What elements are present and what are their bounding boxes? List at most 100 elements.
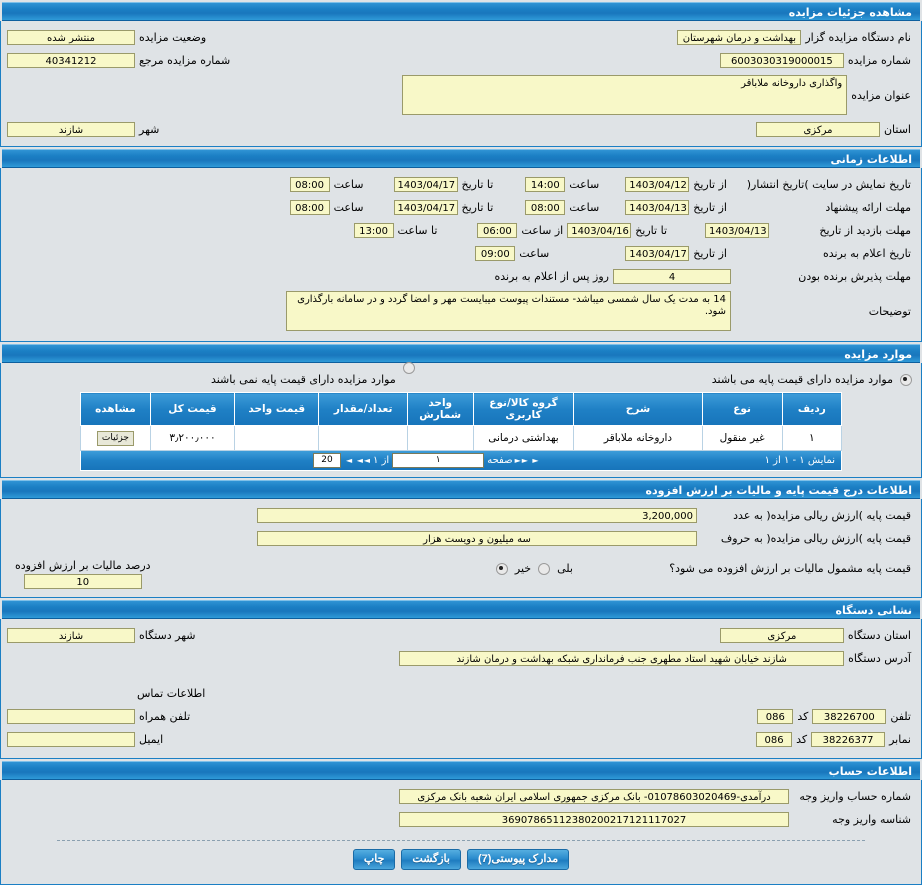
cell-gheymat-kol: ۳٫۲۰۰٫۰۰۰ bbox=[149, 425, 236, 451]
field-visit-from-time[interactable]: 06:00 bbox=[477, 223, 518, 238]
section-timing: اطلاعات زمانی bbox=[0, 147, 922, 168]
pagination-of-label: از ۱ bbox=[373, 455, 390, 466]
field-base-price-number[interactable]: 3,200,000 bbox=[257, 508, 697, 523]
row-province-city: استان مرکزی شهر شازند bbox=[7, 119, 915, 140]
label-publish-to-time: ساعت bbox=[333, 178, 364, 191]
field-email[interactable] bbox=[7, 732, 135, 747]
label-publish: تاریخ نمایش در سایت )تاریخ انتشار( bbox=[746, 178, 911, 191]
radio-vat-yes[interactable] bbox=[538, 562, 551, 575]
field-publish-to-date[interactable]: 1403/04/17 bbox=[393, 177, 458, 192]
label-contact-title: اطلاعات تماس bbox=[137, 687, 206, 700]
label-visit-from-time: از ساعت bbox=[521, 224, 564, 237]
label-phone-code: کد bbox=[797, 710, 809, 723]
field-accept-days[interactable]: 4 bbox=[613, 269, 731, 284]
field-fax[interactable]: 38226377 bbox=[811, 732, 886, 747]
label-org-city: شهر دستگاه bbox=[139, 629, 196, 642]
field-ref-no[interactable]: 40341212 bbox=[7, 53, 135, 68]
field-org-value[interactable]: بهداشت و درمان شهرستان bbox=[677, 30, 802, 45]
first-page-arrows-icon[interactable]: ◄◄ ◄ bbox=[346, 456, 372, 465]
field-phone-code[interactable]: 086 bbox=[757, 709, 794, 724]
section-pricing: اطلاعات درج قیمت پایه و مالیات بر ارزش ا… bbox=[0, 478, 922, 499]
pagination-page-size[interactable]: 20 bbox=[313, 453, 342, 468]
label-auction-no: شماره مزایده bbox=[847, 54, 911, 67]
field-vat-percent[interactable]: 10 bbox=[23, 574, 142, 589]
section-timing-body: تاریخ نمایش در سایت )تاریخ انتشار( از تا… bbox=[0, 168, 922, 342]
label-winner: تاریخ اعلام به برنده bbox=[822, 247, 911, 260]
pagination-page-label: صفحه bbox=[487, 455, 513, 466]
field-org-city[interactable]: شازند bbox=[7, 628, 135, 643]
label-email: ایمیل bbox=[139, 733, 164, 746]
field-mobile[interactable] bbox=[7, 709, 135, 724]
label-winner-from: از تاریخ bbox=[693, 247, 727, 260]
section-account: اطلاعات حساب bbox=[0, 759, 922, 780]
field-base-price-words[interactable]: سه میلیون و دویست هزار bbox=[257, 531, 697, 546]
field-fax-code[interactable]: 086 bbox=[756, 732, 793, 747]
row-visit-dates: مهلت بازدید از تاریخ 1403/04/13 تا تاریخ… bbox=[7, 220, 915, 241]
col-sharh: شرح bbox=[573, 392, 703, 426]
pagination-page-input[interactable]: ۱ bbox=[392, 453, 485, 468]
label-account-id: شناسه واریز وجه bbox=[832, 813, 911, 826]
row-org-address: آدرس دستگاه شازند خیابان شهید استاد مطهر… bbox=[7, 648, 915, 669]
field-visit-to-time[interactable]: 13:00 bbox=[353, 223, 394, 238]
section-details: مشاهده جزئیات مزایده bbox=[0, 0, 922, 21]
field-org-address[interactable]: شازند خیابان شهید استاد مطهری جنب فرماند… bbox=[399, 651, 845, 666]
back-button[interactable]: بازگشت bbox=[401, 849, 461, 870]
table-header-row: ردیف نوع شرح گروه کالا/نوع کاربری واحد ش… bbox=[80, 392, 843, 426]
attachments-button[interactable]: مدارک پیوستی(7) bbox=[466, 849, 570, 870]
label-base-price-number: قیمت پایه )ارزش ریالی مزایده( به عدد bbox=[733, 509, 911, 522]
field-visit-from-date[interactable]: 1403/04/13 bbox=[705, 223, 769, 238]
field-city-value[interactable]: شازند bbox=[7, 122, 135, 137]
last-page-arrows-icon[interactable]: ► ►► bbox=[514, 456, 540, 465]
label-notes: توضیحات bbox=[868, 304, 911, 318]
row-base-price-words: قیمت پایه )ارزش ریالی مزایده( به حروف سه… bbox=[7, 528, 915, 549]
label-offer: مهلت ارائه پیشنهاد bbox=[825, 201, 911, 214]
row-subject: عنوان مزایده واگذاری داروخانه ملاباقر bbox=[7, 73, 915, 117]
field-offer-to-date[interactable]: 1403/04/17 bbox=[393, 200, 458, 215]
radio-items-without-base-price[interactable] bbox=[402, 361, 415, 374]
label-province: استان bbox=[883, 123, 911, 136]
col-gheymat-kol: قیمت کل bbox=[149, 392, 236, 426]
label-phone: تلفن bbox=[890, 710, 911, 723]
field-offer-from-time[interactable]: 08:00 bbox=[525, 200, 566, 215]
radio-vat-no[interactable] bbox=[495, 562, 508, 575]
radio-items-with-base-price[interactable] bbox=[900, 373, 912, 386]
field-offer-from-date[interactable]: 1403/04/13 bbox=[625, 200, 690, 215]
field-winner-date[interactable]: 1403/04/17 bbox=[625, 246, 690, 261]
field-offer-to-time[interactable]: 08:00 bbox=[289, 200, 330, 215]
cell-radif: ۱ bbox=[781, 425, 843, 451]
print-button[interactable]: چاپ bbox=[352, 849, 396, 870]
footer-buttons: مدارک پیوستی(7) بازگشت چاپ bbox=[7, 849, 915, 878]
field-phone[interactable]: 38226700 bbox=[812, 709, 887, 724]
field-publish-to-time[interactable]: 08:00 bbox=[289, 177, 330, 192]
field-org-province[interactable]: مرکزی bbox=[719, 628, 844, 643]
row-publish-dates: تاریخ نمایش در سایت )تاریخ انتشار( از تا… bbox=[7, 174, 915, 195]
field-winner-time[interactable]: 09:00 bbox=[475, 246, 516, 261]
field-province-value[interactable]: مرکزی bbox=[755, 122, 880, 137]
label-mobile: تلفن همراه bbox=[139, 710, 191, 723]
section-address: نشانی دستگاه bbox=[0, 598, 922, 619]
section-pricing-title: اطلاعات درج قیمت پایه و مالیات بر ارزش ا… bbox=[2, 480, 920, 499]
col-noe: نوع bbox=[701, 392, 783, 426]
section-address-body: استان دستگاه مرکزی شهر دستگاه شازند آدرس… bbox=[0, 619, 922, 759]
label-visit: مهلت بازدید از تاریخ bbox=[819, 224, 911, 237]
field-publish-from-time[interactable]: 14:00 bbox=[525, 177, 566, 192]
section-details-title: مشاهده جزئیات مزایده bbox=[2, 2, 920, 21]
row-fax-email: نمابر 38226377 کد 086 ایمیل bbox=[7, 729, 915, 750]
field-account-id[interactable]: 36907865112380200217121117027 bbox=[399, 812, 789, 827]
label-offer-to: تا تاریخ bbox=[461, 201, 494, 214]
field-account-number[interactable]: درآمدی-01078603020469- بانک مرکزی جمهوری… bbox=[399, 789, 789, 804]
label-visit-to-time: تا ساعت bbox=[397, 224, 438, 237]
label-offer-to-time: ساعت bbox=[333, 201, 364, 214]
details-button[interactable]: جزئیات bbox=[96, 430, 134, 446]
label-account-number: شماره حساب واریز وجه bbox=[799, 790, 911, 803]
field-publish-from-date[interactable]: 1403/04/12 bbox=[625, 177, 690, 192]
label-vat-no: خیر bbox=[514, 562, 532, 575]
field-subject-value[interactable]: واگذاری داروخانه ملاباقر bbox=[402, 75, 848, 115]
field-visit-to-date[interactable]: 1403/04/16 bbox=[567, 223, 632, 238]
label-items-without-base-price: موارد مزایده دارای قیمت پایه نمی باشند bbox=[210, 373, 396, 386]
field-notes-value[interactable]: 14 به مدت یک سال شمسی میباشد- مستندات پی… bbox=[286, 291, 731, 331]
field-status-value[interactable]: منتشر شده bbox=[7, 30, 135, 45]
field-auction-no[interactable]: 6003030319000015 bbox=[719, 53, 844, 68]
label-status: وضعیت مزایده bbox=[139, 31, 207, 44]
